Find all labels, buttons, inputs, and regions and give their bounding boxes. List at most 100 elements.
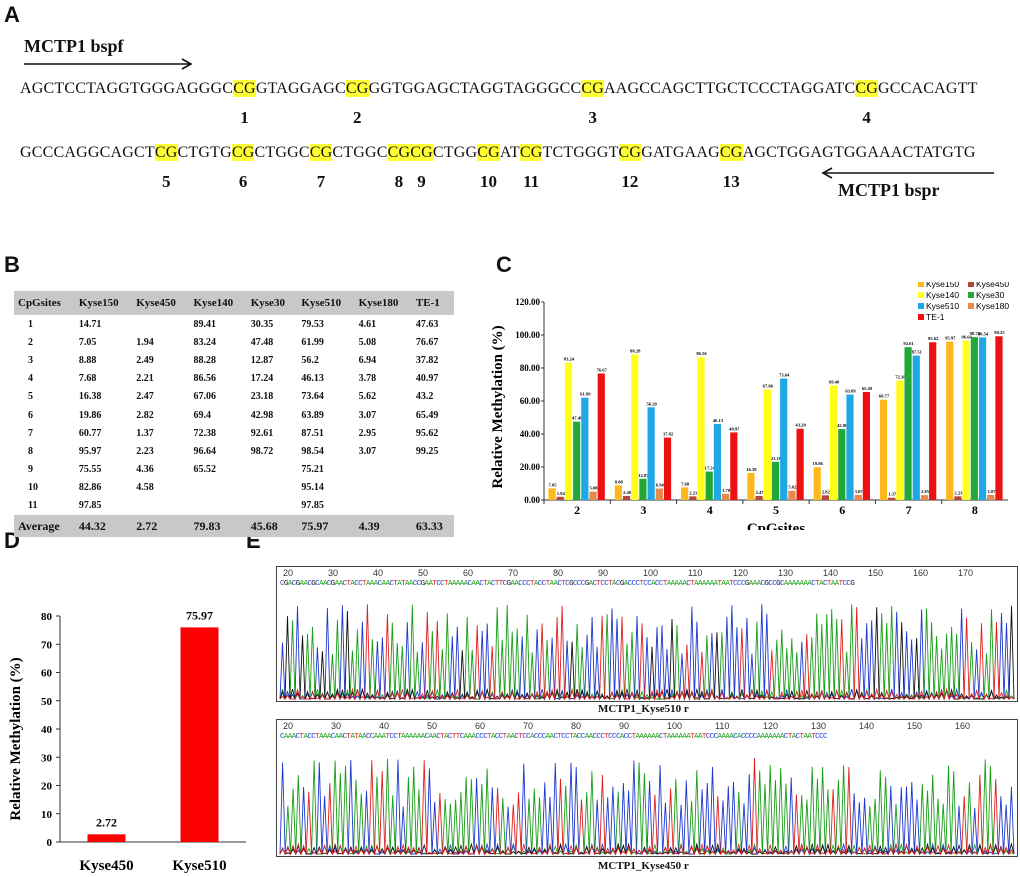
bar-te-1 xyxy=(995,336,1003,500)
chart-d-bars: 0 10 20 30 40 50 60 70 80 Relative Methylation (%… xyxy=(8,608,246,874)
bar-value-label: 3.07 xyxy=(987,489,996,494)
sequence-segment: AGCTCCTAGGTGGGAGGGC xyxy=(20,80,234,97)
sequence-segment: AT xyxy=(499,144,520,161)
table-header-cell: Kyse510 xyxy=(297,291,355,315)
chromatogram-tick-label: 20 xyxy=(283,568,294,578)
table-cell xyxy=(132,315,189,333)
bar-value-label: 43.20 xyxy=(795,423,806,428)
chromatogram-tick-label: 150 xyxy=(868,568,884,578)
chromatogram-ticks: 20 30 40 50 60 70 80 90 100 110 120 130 140 150 160 xyxy=(277,720,1017,732)
bar-value-label: 86.56 xyxy=(696,351,707,356)
bar-kyse140 xyxy=(896,380,904,500)
bar-value-label: 2.82 xyxy=(822,489,831,494)
cpg-site-number: 11 xyxy=(523,172,540,191)
bar-kyse30 xyxy=(573,421,581,500)
bar-value-label: 5.08 xyxy=(590,486,599,491)
chromatogram-tick-label: 130 xyxy=(778,568,794,578)
chromatogram-tick-label: 160 xyxy=(913,568,929,578)
bar-value-label: 2.95 xyxy=(921,489,930,494)
bar-value-label: 87.51 xyxy=(912,350,923,355)
legend-label: Kyse450 xyxy=(976,282,1009,289)
cpg-site-highlight: CG xyxy=(618,144,642,161)
table-cell: 2.49 xyxy=(136,354,154,366)
table-average-cell: Average xyxy=(14,515,75,538)
bar-value-label: 73.64 xyxy=(779,372,790,377)
legend-swatch xyxy=(918,314,924,320)
table-cell: 2.21 xyxy=(136,373,154,385)
table-cell: 5 xyxy=(28,391,33,403)
cpg-site-number: 7 xyxy=(316,172,326,191)
bar-kyse450 xyxy=(888,497,896,500)
bar-kyse150 xyxy=(879,399,888,500)
table-row: 11 97.85 97.85 xyxy=(14,497,454,515)
cpg-site-highlight: CG xyxy=(233,80,256,97)
table-cell: 95.14 xyxy=(301,482,324,494)
chromatogram-tick-label: 40 xyxy=(373,568,384,578)
bar-kyse510 xyxy=(581,397,589,500)
cpg-site-number: 10 xyxy=(480,172,498,191)
bar-value-label: 17.24 xyxy=(705,466,716,471)
cpg-site-number: 12 xyxy=(621,172,639,191)
table-cell xyxy=(189,479,246,497)
bar-kyse450 xyxy=(821,495,829,500)
table-cell: 17.24 xyxy=(250,373,274,385)
sequence-segment: AGCTGGAGTGGAAACTATGTG xyxy=(742,144,976,161)
bar-kyse510 xyxy=(713,423,722,500)
bar-value-label: 37.82 xyxy=(663,432,674,437)
bar-value-label: 19.86 xyxy=(813,461,824,466)
table-header-cell: Kyse180 xyxy=(354,291,412,315)
chromatogram-tick-label: 140 xyxy=(823,568,839,578)
y-axis-label: Relative Methylation (%) xyxy=(490,325,506,488)
chromatogram-tick-label: 70 xyxy=(508,568,519,578)
table-cell: 96.64 xyxy=(193,445,216,457)
table-cell xyxy=(189,497,246,515)
chromatogram-title-kyse450: MCTP1_Kyse450 r xyxy=(598,860,689,872)
table-cell: 60.77 xyxy=(78,427,102,439)
methylation-table: CpGsites Kyse150 Kyse450 Kyse140 Kyse30 Kyse5… xyxy=(14,291,454,538)
table-average-cell: 75.97 xyxy=(297,515,355,538)
table-cell: 89.41 xyxy=(193,318,216,330)
table-cell xyxy=(412,497,454,515)
y-tick-label: 40.00 xyxy=(520,429,541,439)
cpg-site-number: 13 xyxy=(722,172,740,191)
table-cell: 79.53 xyxy=(301,318,324,330)
table-cell: 7.68 xyxy=(78,373,97,385)
table-average-row: Average 44.32 2.72 79.83 45.68 75.97 4.39 63.33 xyxy=(14,515,454,538)
bar-te-1 xyxy=(730,432,738,500)
chromatogram-tick-label: 40 xyxy=(379,721,390,731)
chromatogram-trace xyxy=(279,604,1015,701)
bar-value-label: 2.47 xyxy=(756,490,765,495)
legend-swatch xyxy=(918,282,924,287)
bar-value-label: 3.07 xyxy=(855,489,864,494)
legend-label: Kyse30 xyxy=(976,290,1005,300)
table-average-cell: 79.83 xyxy=(189,515,247,538)
bar-te-1 xyxy=(862,391,870,500)
table-cell: 1.94 xyxy=(136,336,154,348)
table-cell: 69.4 xyxy=(193,409,211,421)
bar-value-label: 95.62 xyxy=(928,336,939,341)
sequence-segment: GTAGGAGC xyxy=(255,80,346,97)
chromatogram-tick-label: 50 xyxy=(418,568,429,578)
table-average-cell: 44.32 xyxy=(74,515,133,538)
x-tick-label: Kyse450 xyxy=(79,858,133,874)
bar-value-label: 16.38 xyxy=(746,467,757,472)
y-tick-label: 120.00 xyxy=(515,297,540,307)
chromatogram-tick-label: 110 xyxy=(715,721,730,731)
bar-value-label: 12.87 xyxy=(638,473,649,478)
cpg-site-highlight: CG xyxy=(477,144,500,161)
chromatogram-kyse450: 20 30 40 50 60 70 80 90 100 110 120 130 140 150 160 CA… xyxy=(276,719,1018,857)
table-cell: 4 xyxy=(28,373,33,385)
table-cell: 8.88 xyxy=(78,354,97,366)
table-cell: 7.05 xyxy=(78,336,97,348)
table-header-cell: TE-1 xyxy=(411,291,454,315)
table-header-cell: Kyse140 xyxy=(189,291,247,315)
table-cell: 47.48 xyxy=(250,336,274,348)
bar-value-label: 98.54 xyxy=(978,331,989,336)
table-cell: 63.89 xyxy=(301,409,324,421)
x-axis-label: CpGsites xyxy=(747,521,806,530)
legend-swatch xyxy=(918,303,924,309)
cpg-site-number: 5 xyxy=(161,172,171,191)
bar-te-1 xyxy=(929,342,937,500)
legend-label: Kyse510 xyxy=(926,301,959,311)
bar-value-label: 92.61 xyxy=(903,341,914,346)
